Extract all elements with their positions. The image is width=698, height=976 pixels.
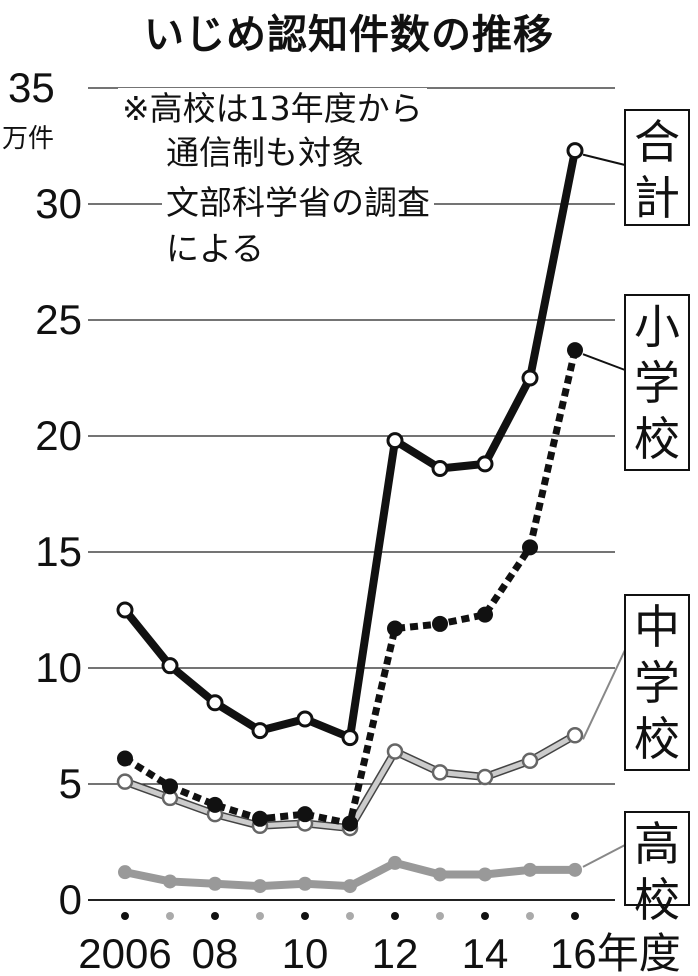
x-tick-dot xyxy=(481,912,489,920)
data-point-middle-school xyxy=(116,773,134,790)
x-tick-dot xyxy=(121,912,129,920)
y-axis-unit: 万件 xyxy=(2,124,55,154)
data-point-high-school xyxy=(568,862,582,877)
y-tick-label: 10 xyxy=(35,644,82,691)
legend-elementary-label: 校 xyxy=(634,412,680,466)
legend-middle-school-label: 中 xyxy=(634,600,680,654)
note-line-4: による xyxy=(162,228,269,270)
data-point-total xyxy=(521,369,539,387)
data-point-high-school xyxy=(478,867,492,882)
data-point-high-school xyxy=(253,879,267,894)
note-line-3: 文部科学省の調査 xyxy=(162,182,434,224)
y-tick-label: 15 xyxy=(35,528,82,575)
data-point-elementary xyxy=(162,778,178,795)
legend-elementary-label: 学 xyxy=(634,356,680,410)
legend-middle-school-label: 校 xyxy=(634,712,680,766)
data-point-total xyxy=(206,694,224,712)
data-point-high-school xyxy=(433,867,447,882)
x-tick-label: 10 xyxy=(282,930,329,976)
data-point-elementary xyxy=(207,796,223,813)
data-point-middle-school xyxy=(386,743,404,760)
x-tick-dot xyxy=(256,912,264,920)
data-point-high-school xyxy=(118,865,132,880)
legend-total-label: 合 xyxy=(634,115,680,169)
legend-middle-school-label: 学 xyxy=(634,656,680,710)
y-tick-label: 25 xyxy=(35,296,82,343)
x-tick-label: 2006 xyxy=(78,930,171,976)
legend-elementary-label: 小 xyxy=(634,300,680,354)
data-point-total xyxy=(566,142,584,160)
legend-middle-school-box xyxy=(624,594,690,771)
legend-high-school-label: 高 xyxy=(634,817,680,871)
data-point-middle-school xyxy=(521,752,539,770)
x-tick-dot xyxy=(526,912,534,920)
y-tick-label: 30 xyxy=(35,180,82,227)
legend-high-school-label: 校 xyxy=(634,873,680,927)
data-point-total xyxy=(476,455,494,473)
x-tick-label: 16年度 xyxy=(550,930,681,976)
x-tick-dot xyxy=(166,912,174,920)
legend-total-label: 計 xyxy=(634,171,680,225)
x-tick-dot xyxy=(391,912,399,920)
data-point-total xyxy=(296,710,314,728)
data-point-high-school xyxy=(388,855,402,870)
data-point-elementary xyxy=(252,810,268,827)
data-point-high-school xyxy=(343,879,357,894)
data-point-middle-school xyxy=(476,768,494,786)
chart-title: いじめ認知件数の推移 xyxy=(144,12,554,58)
legend-total-leader xyxy=(582,153,626,166)
data-point-total xyxy=(431,459,449,477)
data-point-elementary xyxy=(117,750,133,767)
data-point-total xyxy=(251,722,269,740)
x-tick-dot xyxy=(346,912,354,920)
legend-high-school-box xyxy=(624,811,690,906)
data-point-middle-school xyxy=(431,764,449,781)
data-point-elementary xyxy=(297,806,313,823)
x-tick-dot xyxy=(211,912,219,920)
data-point-high-school xyxy=(163,874,177,889)
data-point-total xyxy=(161,657,179,675)
data-point-middle-school xyxy=(566,727,584,744)
legend-middle-school-leader xyxy=(582,649,626,740)
x-tick-dot xyxy=(571,912,579,920)
legend-elementary-box xyxy=(624,294,690,471)
data-point-high-school xyxy=(523,862,537,877)
data-point-elementary xyxy=(432,615,448,632)
legend-high-school-leader xyxy=(582,844,626,868)
x-tick-dot xyxy=(301,912,309,920)
y-tick-label: 35 xyxy=(8,64,55,111)
data-point-high-school xyxy=(208,876,222,891)
data-point-elementary xyxy=(567,342,583,359)
y-tick-label: 5 xyxy=(59,760,82,807)
data-point-elementary xyxy=(522,539,538,556)
data-point-total xyxy=(386,432,404,450)
data-point-high-school xyxy=(298,876,312,891)
x-tick-label: 14 xyxy=(462,930,509,976)
x-tick-label: 08 xyxy=(192,930,239,976)
y-tick-label: 20 xyxy=(35,412,82,459)
data-point-total xyxy=(116,601,134,619)
data-point-elementary xyxy=(342,815,358,832)
legend-total-box xyxy=(624,109,690,226)
note-line-1: ※高校は13年度から xyxy=(118,88,427,130)
note-line-2: 通信制も対象 xyxy=(162,132,368,174)
data-point-elementary xyxy=(477,606,493,623)
legend-elementary-leader xyxy=(582,353,626,371)
data-point-elementary xyxy=(387,620,403,637)
x-tick-dot xyxy=(436,912,444,920)
y-tick-label: 0 xyxy=(59,876,82,923)
data-point-total xyxy=(341,729,359,747)
x-tick-label: 12 xyxy=(372,930,419,976)
